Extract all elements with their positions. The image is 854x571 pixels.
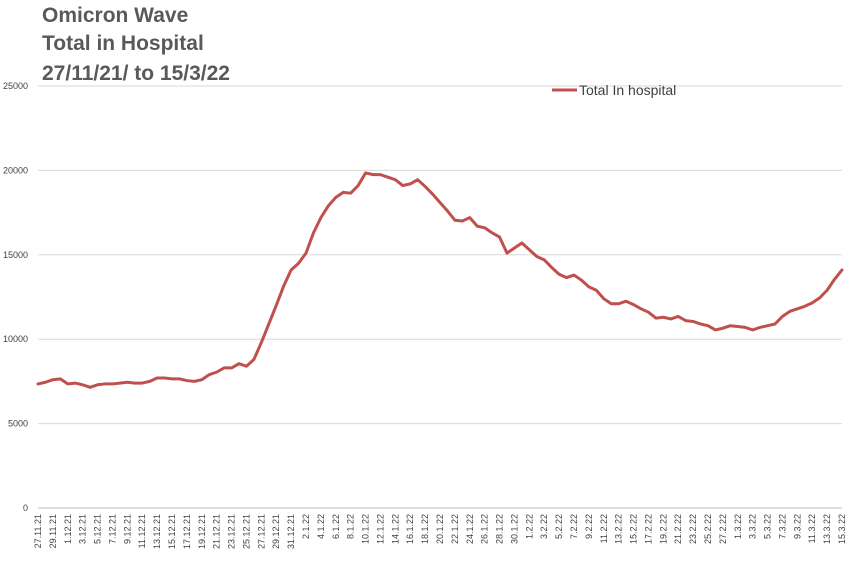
x-tick-label: 15.2.22 [629, 514, 639, 544]
x-tick-label: 3.12.21 [78, 514, 88, 544]
x-tick-label: 22.1.22 [450, 514, 460, 544]
x-tick-label: 27.12.21 [256, 514, 266, 549]
x-tick-label: 23.2.22 [688, 514, 698, 544]
x-tick-label: 11.2.22 [599, 514, 609, 543]
x-tick-label: 29.12.21 [271, 514, 281, 549]
x-tick-label: 14.1.22 [390, 514, 400, 544]
x-tick-label: 21.12.21 [212, 514, 222, 549]
chart-title-line-3: 27/11/21/ to 15/3/22 [42, 62, 230, 85]
x-tick-label: 3.3.22 [748, 514, 758, 539]
legend: Total In hospital [552, 82, 676, 98]
x-tick-label: 29.11.21 [48, 514, 58, 548]
x-tick-label: 25.2.22 [703, 514, 713, 544]
x-tick-label: 13.2.22 [614, 514, 624, 544]
x-tick-label: 25.12.21 [241, 514, 251, 549]
x-tick-label: 11.3.22 [807, 514, 817, 543]
x-tick-label: 15.12.21 [167, 514, 177, 549]
gridlines [38, 85, 842, 509]
x-tick-label: 7.3.22 [777, 514, 787, 539]
x-tick-label: 9.3.22 [792, 514, 802, 539]
x-tick-label: 24.1.22 [465, 514, 475, 544]
x-tick-label: 1.2.22 [524, 514, 534, 539]
x-axis: 27.11.21 29.11.21 1.12.21 3.12.21 5.12.21 7.1… [33, 514, 847, 549]
x-tick-label: 9.2.22 [584, 514, 594, 539]
chart-title-line-2: Total in Hospital [42, 32, 204, 55]
x-tick-label: 21.2.22 [673, 514, 683, 544]
x-tick-label: 30.1.22 [509, 514, 519, 544]
y-tick-label: 0 [23, 503, 28, 513]
y-tick-label: 10000 [3, 334, 28, 344]
x-tick-label: 10.1.22 [361, 514, 371, 544]
legend-label: Total In hospital [579, 82, 676, 98]
x-tick-label: 7.12.21 [107, 514, 117, 544]
x-tick-label: 19.12.21 [197, 514, 207, 549]
series-line-total-in-hospital [36, 171, 844, 389]
x-tick-label: 13.3.22 [822, 514, 832, 544]
x-tick-label: 31.12.21 [286, 514, 296, 549]
x-tick-label: 27.2.22 [718, 514, 728, 544]
x-tick-label: 2.1.22 [301, 514, 311, 539]
x-tick-label: 1.3.22 [733, 514, 743, 539]
x-tick-label: 5.2.22 [554, 514, 564, 539]
x-tick-label: 23.12.21 [227, 514, 237, 549]
series-group [36, 171, 844, 389]
x-tick-label: 27.11.21 [33, 514, 43, 548]
y-axis: 0 5000 10000 15000 20000 25000 [3, 81, 28, 513]
x-tick-label: 17.2.22 [643, 514, 653, 544]
x-tick-label: 18.1.22 [420, 514, 430, 544]
x-tick-label: 17.12.21 [182, 514, 192, 549]
x-tick-label: 8.1.22 [346, 514, 356, 539]
x-tick-label: 7.2.22 [569, 514, 579, 539]
x-tick-label: 4.1.22 [316, 514, 326, 539]
y-tick-label: 20000 [3, 165, 28, 175]
chart-title-line-1: Omicron Wave [42, 4, 188, 27]
x-tick-label: 15.3.22 [837, 514, 847, 544]
x-tick-label: 3.2.22 [539, 514, 549, 539]
x-tick-label: 1.12.21 [63, 514, 73, 544]
y-tick-label: 15000 [3, 250, 28, 260]
x-tick-label: 9.12.21 [122, 514, 132, 544]
x-tick-label: 5.12.21 [93, 514, 103, 544]
x-tick-label: 12.1.22 [375, 514, 385, 544]
x-tick-label: 19.2.22 [658, 514, 668, 544]
y-tick-label: 25000 [3, 81, 28, 91]
x-tick-label: 13.12.21 [152, 514, 162, 549]
x-tick-label: 20.1.22 [435, 514, 445, 544]
x-tick-label: 16.1.22 [405, 514, 415, 544]
x-tick-label: 11.12.21 [137, 514, 147, 548]
x-tick-label: 5.3.22 [763, 514, 773, 539]
x-tick-label: 6.1.22 [331, 514, 341, 539]
y-tick-label: 5000 [8, 419, 28, 429]
x-tick-label: 28.1.22 [495, 514, 505, 544]
x-tick-label: 26.1.22 [480, 514, 490, 544]
